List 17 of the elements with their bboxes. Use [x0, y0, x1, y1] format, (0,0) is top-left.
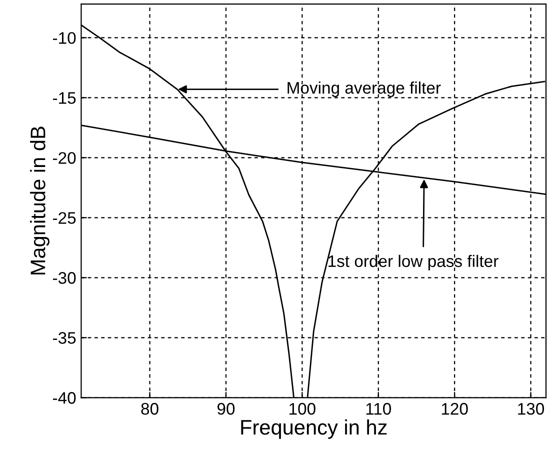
y-tick-label: -35 — [52, 332, 76, 344]
x-tick-label: 110 — [366, 402, 392, 415]
x-tick-label: 120 — [442, 402, 468, 415]
y-tick-label: -20 — [52, 152, 76, 164]
x-tick-label: 90 — [217, 402, 235, 415]
y-tick-label: -15 — [52, 92, 76, 104]
y-axis-title: Magnitude in dB — [30, 126, 50, 274]
x-axis-title: Frequency in hz — [241, 419, 387, 439]
annotation: Moving average filter — [288, 82, 441, 98]
y-tick-label: -30 — [52, 272, 76, 284]
x-tick-label: 80 — [141, 402, 158, 415]
y-tick-label: -40 — [52, 392, 76, 404]
x-tick-label: 100 — [290, 402, 316, 415]
y-tick-label: -25 — [52, 212, 76, 224]
x-tick-label: 130 — [518, 402, 544, 415]
y-tick-label: -10 — [52, 32, 76, 44]
annotation: 1st order low pass filter — [328, 254, 498, 270]
